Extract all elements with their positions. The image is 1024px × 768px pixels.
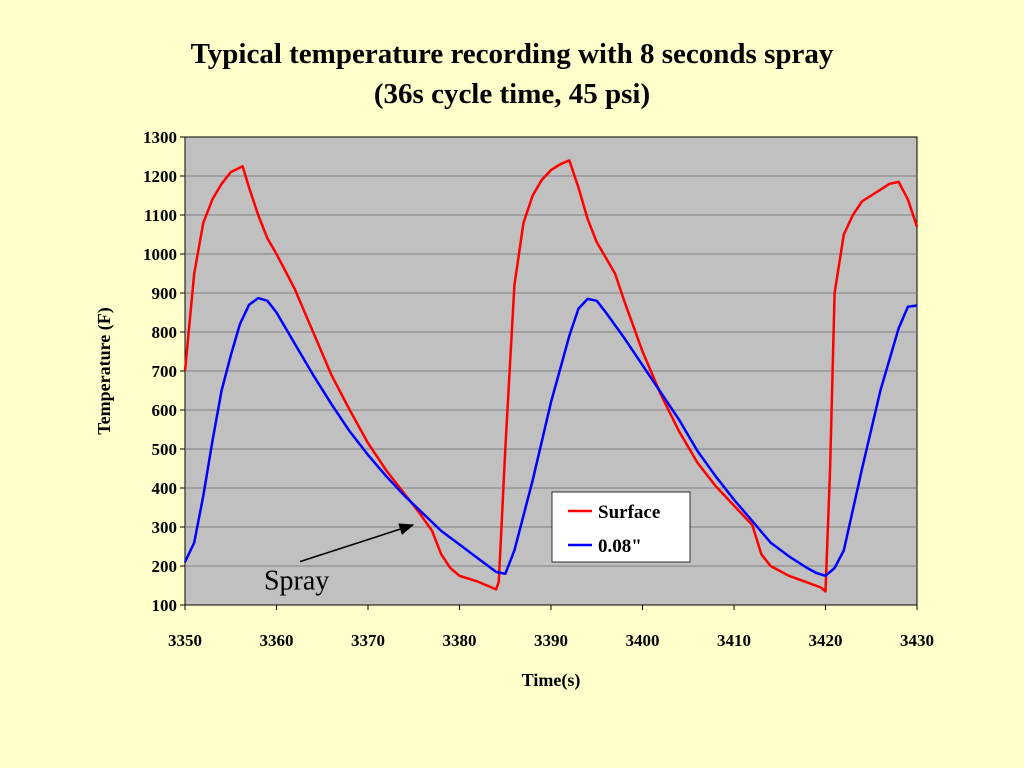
y-tick-label: 800	[152, 323, 178, 342]
y-tick-label: 900	[152, 284, 178, 303]
legend: Surface 0.08"	[551, 491, 691, 563]
x-tick-label: 3380	[443, 631, 477, 650]
series-line-0	[183, 159, 919, 593]
x-tick-label: 3350	[168, 631, 202, 650]
y-tick-label: 500	[152, 440, 178, 459]
spray-label: Spray	[264, 566, 329, 597]
y-tick-label: 300	[152, 518, 178, 537]
spray-annotation: Spray	[264, 523, 415, 597]
x-axis-title: Time(s)	[522, 670, 581, 691]
y-tick-label: 400	[152, 479, 178, 498]
legend-box	[551, 491, 691, 563]
series-lines	[183, 159, 919, 593]
x-tick-label: 3360	[260, 631, 294, 650]
legend-label-depth: 0.08"	[598, 536, 642, 557]
spray-arrow	[299, 523, 415, 563]
y-tick-label: 700	[152, 362, 178, 381]
chart-title-line1: Typical temperature recording with 8 sec…	[190, 38, 834, 70]
y-tick-label: 200	[152, 557, 178, 576]
x-tick-label: 3390	[534, 631, 568, 650]
x-tick-label: 3410	[717, 631, 751, 650]
x-tick-label: 3370	[351, 631, 385, 650]
gridlines	[185, 175, 917, 567]
axes: 100 200 300 400 500 600 700 800 900 1000 1100 1200 1…	[143, 128, 934, 650]
y-tick-label: 1100	[144, 206, 177, 225]
y-tick-label: 1000	[143, 245, 177, 264]
y-axis-title: Temperature (F)	[94, 307, 115, 434]
chart-title-line2: (36s cycle time, 45 psi)	[373, 78, 651, 110]
x-tick-label: 3420	[809, 631, 843, 650]
x-tick-label: 3400	[626, 631, 660, 650]
y-tick-label: 1200	[143, 167, 177, 186]
x-tick-label: 3430	[900, 631, 934, 650]
y-tick-label: 100	[152, 596, 178, 615]
y-tick-label: 1300	[143, 128, 177, 147]
y-tick-label: 600	[152, 401, 178, 420]
legend-label-surface: Surface	[598, 502, 660, 523]
series-line-1	[183, 296, 918, 578]
